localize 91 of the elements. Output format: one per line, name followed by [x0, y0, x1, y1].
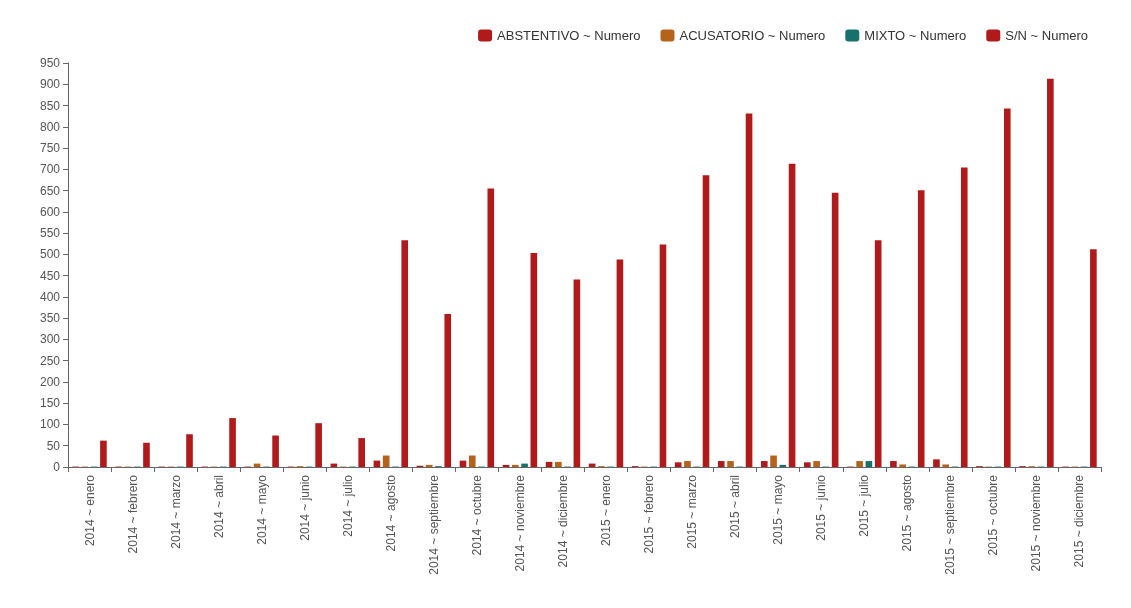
bar — [100, 440, 107, 467]
bar — [804, 462, 811, 467]
x-tick-label: 2014 ~ diciembre — [555, 474, 570, 568]
bar — [788, 163, 796, 467]
bar — [143, 442, 150, 467]
bar — [717, 461, 725, 467]
x-tick-label: 2014 ~ julio — [340, 474, 355, 537]
y-tick-label: 550 — [39, 226, 61, 241]
y-tick-label: 50 — [46, 438, 61, 453]
bar — [831, 192, 839, 467]
bar — [1090, 249, 1097, 467]
y-tick-label: 800 — [39, 119, 61, 134]
x-tick-label: 2015 ~ mayo — [771, 474, 786, 545]
bar — [401, 240, 409, 467]
y-tick-label: 300 — [39, 332, 61, 347]
x-tick-label: 2014 ~ octubre — [469, 474, 484, 556]
y-tick-label: 250 — [39, 353, 61, 368]
x-tick-label: 2015 ~ marzo — [685, 474, 700, 549]
x-tick-label: 2015 ~ octubre — [986, 474, 1001, 556]
x-tick-label: 2015 ~ noviembre — [1029, 474, 1044, 572]
bar — [899, 464, 906, 467]
bar — [315, 423, 322, 467]
y-tick-label: 200 — [39, 374, 61, 389]
x-tick-label: 2014 ~ enero — [82, 474, 97, 547]
legend-label: ABSTENTIVO ~ Numero — [497, 28, 641, 43]
bar — [468, 455, 476, 467]
bar — [745, 113, 753, 467]
x-tick-label: 2014 ~ agosto — [383, 474, 398, 552]
y-tick-label: 500 — [39, 247, 61, 262]
bar — [865, 461, 873, 467]
bar — [942, 464, 950, 467]
bar — [684, 461, 691, 467]
x-tick-label: 2015 ~ agosto — [900, 474, 915, 552]
bar — [770, 455, 777, 467]
x-tick-label: 2014 ~ junio — [297, 474, 312, 541]
bar — [444, 313, 452, 467]
bar — [813, 461, 820, 467]
y-tick-label: 350 — [39, 311, 61, 326]
bar — [933, 459, 940, 467]
bar — [702, 175, 710, 467]
bar — [727, 461, 734, 467]
y-tick-label: 600 — [39, 204, 61, 219]
x-tick-label: 2015 ~ septiembre — [943, 474, 958, 575]
bar — [425, 464, 433, 467]
x-tick-label: 2014 ~ febrero — [125, 474, 140, 554]
x-tick-label: 2014 ~ marzo — [168, 474, 183, 549]
bar — [760, 461, 768, 467]
x-tick-label: 2015 ~ enero — [599, 474, 614, 547]
bar — [856, 461, 863, 467]
y-tick-label: 100 — [39, 417, 61, 432]
bar — [674, 462, 682, 467]
y-tick-label: 750 — [39, 141, 61, 156]
x-tick-label: 2014 ~ septiembre — [426, 474, 441, 575]
bar — [186, 434, 193, 467]
y-tick-label: 950 — [39, 56, 61, 70]
bar — [1047, 78, 1054, 467]
y-tick-label: 650 — [39, 183, 61, 198]
x-tick-label: 2014 ~ abril — [211, 475, 226, 539]
y-tick-label: 0 — [53, 460, 61, 474]
x-tick-label: 2014 ~ mayo — [254, 474, 269, 545]
bar — [530, 253, 538, 467]
x-tick-label: 2015 ~ junio — [814, 474, 829, 541]
x-tick-label: 2014 ~ noviembre — [512, 474, 527, 572]
bar — [555, 461, 562, 467]
y-tick-label: 400 — [39, 289, 61, 304]
y-tick-label: 150 — [39, 396, 61, 411]
y-tick-label: 850 — [39, 98, 61, 113]
bar — [358, 438, 365, 467]
bar — [229, 418, 236, 467]
bar — [272, 435, 279, 467]
legend-label: MIXTO ~ Numero — [864, 28, 967, 43]
bar — [917, 190, 925, 467]
bar — [890, 461, 897, 467]
bar — [521, 463, 528, 467]
bar — [874, 240, 882, 467]
bar — [573, 279, 581, 467]
legend-label: ACUSATORIO ~ Numero — [679, 28, 826, 43]
bar — [616, 259, 624, 467]
y-tick-label: 900 — [39, 77, 61, 92]
y-tick-label: 700 — [39, 162, 61, 177]
y-tick-label: 450 — [39, 268, 61, 283]
bar — [960, 167, 968, 467]
bar — [1003, 108, 1011, 467]
x-tick-label: 2015 ~ abril — [728, 475, 743, 539]
bar — [487, 188, 495, 467]
bar — [659, 244, 667, 467]
bar — [511, 464, 519, 467]
x-tick-label: 2015 ~ febrero — [642, 474, 657, 554]
legend-label: S/N ~ Numero — [1005, 28, 1089, 43]
x-tick-label: 2015 ~ diciembre — [1072, 474, 1087, 568]
x-tick-label: 2015 ~ julio — [857, 474, 872, 537]
